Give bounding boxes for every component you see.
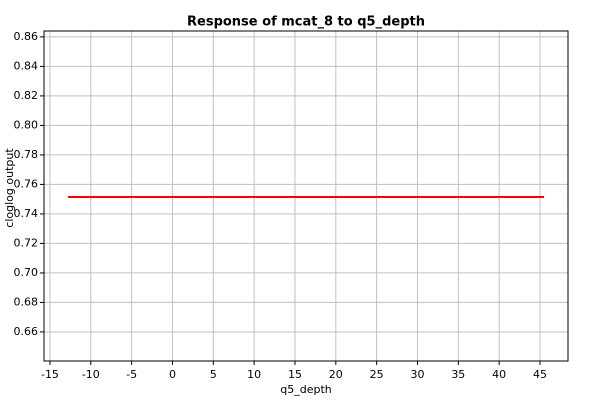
y-tick-label: 0.78 (14, 148, 39, 161)
x-axis-label: q5_depth (280, 383, 332, 396)
x-tick-label: 10 (247, 368, 261, 381)
y-tick-label: 0.76 (14, 177, 39, 190)
y-tick-label: 0.70 (14, 266, 39, 279)
x-tick-label: 20 (329, 368, 343, 381)
x-tick-label: -5 (126, 368, 137, 381)
y-tick-label: 0.84 (14, 59, 39, 72)
x-tick-label: 25 (370, 368, 384, 381)
y-tick-label: 0.80 (14, 118, 39, 131)
y-tick-label: 0.74 (14, 207, 39, 220)
x-tick-label: 0 (169, 368, 176, 381)
y-tick-label: 0.72 (14, 236, 39, 249)
x-tick-label: 15 (288, 368, 302, 381)
x-tick-label: -10 (82, 368, 100, 381)
x-tick-label: 40 (492, 368, 506, 381)
x-tick-label: 45 (533, 368, 547, 381)
y-tick-label: 0.82 (14, 89, 39, 102)
x-tick-label: 35 (451, 368, 465, 381)
y-tick-label: 0.68 (14, 295, 39, 308)
y-tick-label: 0.66 (14, 325, 39, 338)
x-tick-label: -15 (41, 368, 59, 381)
plot-border (43, 30, 569, 362)
x-tick-label: 30 (410, 368, 424, 381)
y-tick-label: 0.86 (14, 30, 39, 43)
y-axis-label: cloglog output (3, 148, 16, 228)
chart-title: Response of mcat_8 to q5_depth (187, 15, 425, 30)
x-tick-label: 5 (210, 368, 217, 381)
